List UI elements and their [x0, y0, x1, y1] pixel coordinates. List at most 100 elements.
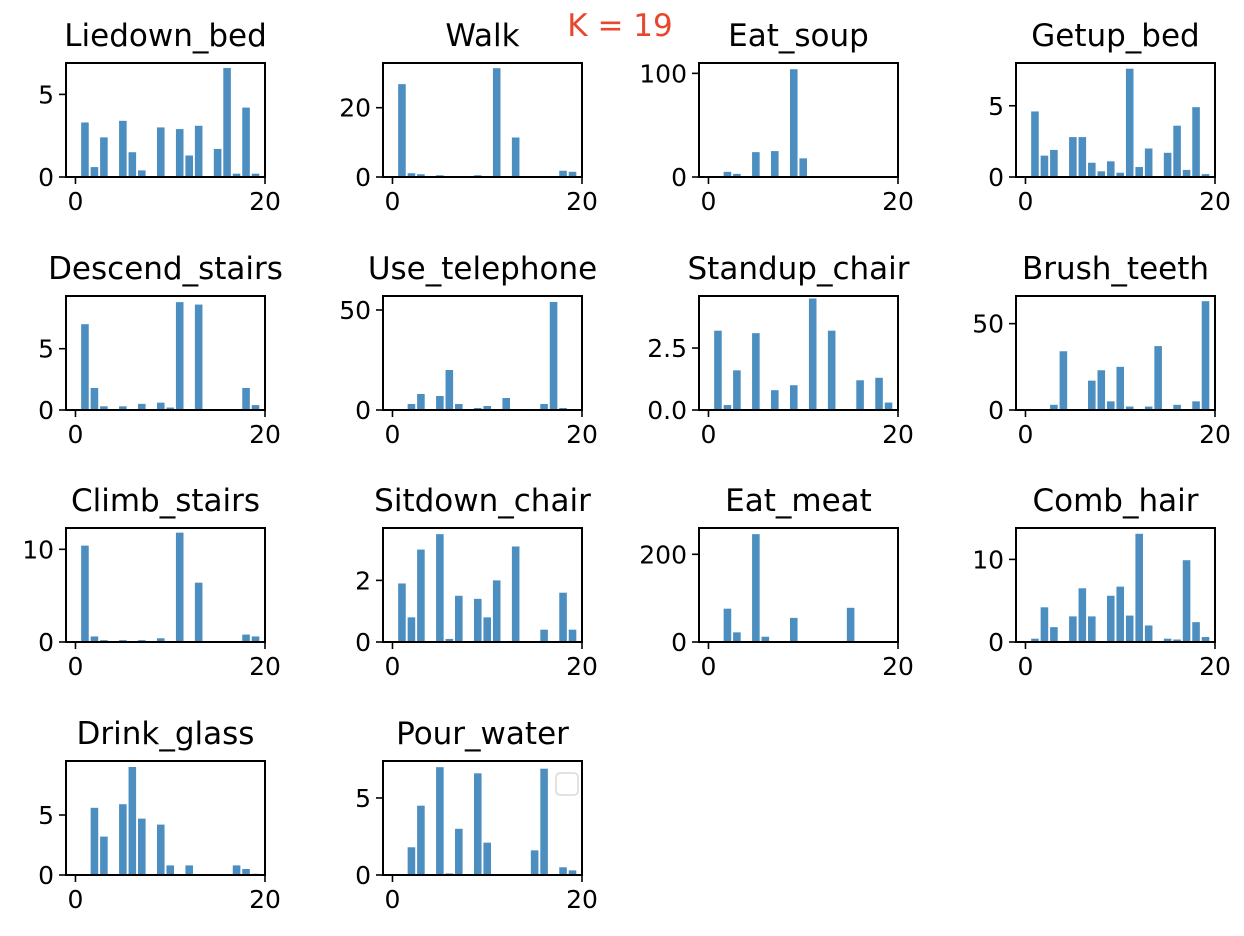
bar [417, 549, 425, 642]
x-tick-label: 0 [385, 420, 401, 449]
bar [1192, 107, 1200, 177]
bar [128, 767, 137, 875]
bar [119, 120, 127, 177]
bar [128, 152, 137, 177]
bar [530, 850, 539, 875]
bar [407, 847, 416, 875]
x-tick-label: 0 [385, 187, 401, 216]
bar [436, 767, 444, 875]
bar [407, 173, 416, 177]
bar [559, 592, 567, 642]
bar [733, 370, 741, 410]
bar [175, 302, 184, 410]
bar [445, 370, 454, 410]
x-tick-label: 0 [68, 885, 84, 914]
bar [194, 304, 203, 410]
bar [138, 170, 146, 177]
bar [166, 407, 175, 410]
x-tick-label: 0 [1018, 652, 1034, 681]
bar [752, 333, 760, 410]
x-tick-label: 20 [249, 187, 281, 216]
bar [194, 582, 203, 642]
subplot-title: Eat_meat [725, 483, 872, 519]
bar [549, 302, 558, 410]
subplot-pour-water: Pour_water 0 20 0 5 [355, 716, 598, 914]
x-tick-label: 20 [1199, 652, 1231, 681]
bar [884, 402, 893, 410]
bar [1144, 625, 1153, 642]
x-tick-label: 20 [1199, 187, 1231, 216]
bar [568, 171, 577, 177]
bar [723, 608, 732, 642]
bar [1173, 639, 1181, 642]
bar [175, 532, 184, 642]
bar [175, 129, 184, 177]
x-tick-label: 0 [385, 652, 401, 681]
axes-frame [382, 527, 583, 643]
y-tick-label: 50 [972, 310, 1004, 339]
bar [483, 617, 492, 642]
bar [723, 405, 732, 410]
bar [100, 137, 108, 177]
bar [156, 824, 165, 875]
bar [1116, 586, 1125, 642]
axes-frame [698, 295, 899, 411]
subplot-title: Use_telephone [368, 251, 597, 287]
x-tick-label: 20 [249, 420, 281, 449]
x-tick-label: 0 [1018, 187, 1034, 216]
subplot-title: Comb_hair [1033, 483, 1199, 519]
bar [1135, 167, 1143, 177]
bar [417, 805, 425, 875]
subplot-standup-chair: Standup_chair 0 20 0.0 2.5 [647, 251, 914, 449]
axes-frame [698, 62, 899, 178]
bar [1125, 406, 1134, 410]
bar [789, 617, 798, 642]
bar [1059, 351, 1068, 410]
bar [1144, 406, 1153, 410]
subplot-title: Descend_stairs [48, 251, 283, 287]
bar [81, 122, 89, 177]
axes-frame [698, 527, 899, 643]
bar [1088, 380, 1096, 410]
y-tick-label: 0 [355, 861, 371, 890]
bar [789, 385, 798, 410]
axes-frame [65, 760, 266, 876]
x-tick-label: 20 [882, 420, 914, 449]
bar [455, 828, 463, 875]
bar [846, 607, 855, 642]
bar [473, 598, 482, 642]
bar [232, 173, 241, 177]
bar [90, 807, 99, 875]
bar [540, 768, 548, 875]
bar [473, 773, 482, 875]
bar [185, 865, 193, 875]
bar [100, 836, 108, 875]
bar [492, 68, 501, 177]
bar [242, 107, 250, 177]
bar [232, 865, 241, 875]
bar [771, 151, 779, 177]
subplot-walk: Walk 0 20 0 20 [339, 18, 598, 216]
y-tick-label: 10 [972, 545, 1004, 574]
bar [445, 638, 454, 642]
legend-box [555, 772, 579, 796]
bar [138, 818, 146, 875]
y-tick-label: 0 [355, 163, 371, 192]
axes-frame [65, 295, 266, 411]
bar [251, 405, 260, 410]
bar [511, 546, 520, 642]
bar [1106, 161, 1115, 177]
bar [483, 406, 492, 410]
bar [398, 583, 406, 642]
y-tick-label: 0 [355, 396, 371, 425]
bar [251, 636, 260, 642]
x-tick-label: 20 [882, 652, 914, 681]
subplot-title: Standup_chair [687, 251, 909, 287]
bar [1031, 638, 1039, 642]
subplot-title: Climb_stairs [71, 483, 260, 519]
bar [251, 173, 260, 177]
bar [483, 842, 492, 875]
x-tick-label: 20 [249, 885, 281, 914]
bar [407, 617, 416, 642]
y-tick-label: 0 [38, 396, 54, 425]
